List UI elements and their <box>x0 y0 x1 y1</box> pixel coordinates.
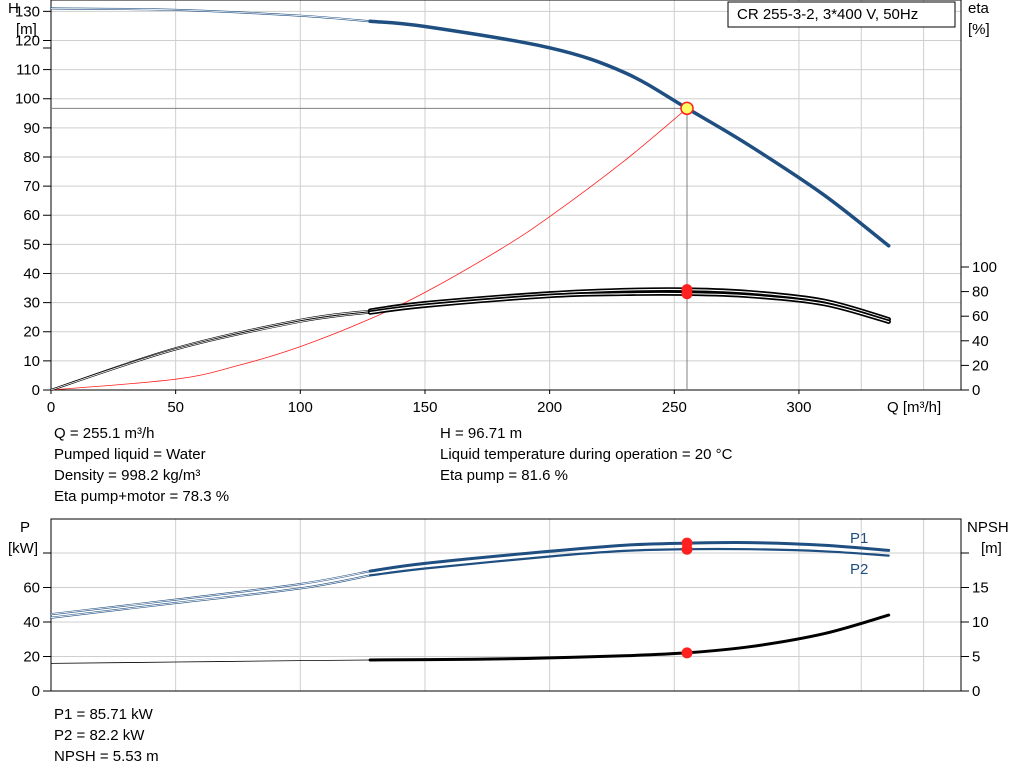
top-grid <box>51 0 961 390</box>
series-label-p1: P1 <box>850 530 868 547</box>
top-y2-tick-label: 40 <box>972 333 989 350</box>
top-y-tick-label: 90 <box>23 120 40 137</box>
top-y-tick-label: 80 <box>23 149 40 166</box>
eta-pump-curve-thin <box>50 309 372 391</box>
system-curve <box>50 107 688 391</box>
bottom-info: P1 = 85.71 kW P2 = 82.2 kW NPSH = 5.53 m <box>54 704 159 767</box>
top-x-tick-label: 150 <box>412 399 437 416</box>
info-pumped-liquid: Pumped liquid = Water <box>54 446 206 463</box>
top-y2-tick-label: 60 <box>972 308 989 325</box>
eta-pump-curve-thin-core <box>50 310 371 391</box>
top-y-tick-label: 30 <box>23 295 40 312</box>
top-x-tick-label: 300 <box>786 399 811 416</box>
eta-pump-motor-curve-thin-core <box>50 312 371 391</box>
top-curves <box>50 7 891 391</box>
top-y-tick-label: 0 <box>32 382 40 399</box>
bottom-y-tick-label: 40 <box>23 614 40 631</box>
head-curve-thin <box>50 7 372 23</box>
bottom-y-tick-label: 20 <box>23 649 40 666</box>
top-y2-tick-label: 80 <box>972 284 989 301</box>
info-p1: P1 = 85.71 kW <box>54 706 153 723</box>
top-y2-tick-label: 20 <box>972 357 989 374</box>
top-x-tick-label: 250 <box>662 399 687 416</box>
top-y-right-label-line1: eta <box>968 0 990 17</box>
top-y-tick-label: 70 <box>23 178 40 195</box>
bottom-y2-tick-label: 5 <box>972 649 980 666</box>
top-x-tick-label: 50 <box>167 399 184 416</box>
op-marker-head <box>680 101 694 116</box>
bottom-y-left-label-line1: P <box>20 519 30 536</box>
top-x-label: Q [m³/h] <box>887 399 941 416</box>
top-plot-frame <box>50 0 962 391</box>
op-marker-eta-pump-motor <box>681 288 693 300</box>
top-x-tick-label: 100 <box>288 399 313 416</box>
chart-title-box <box>727 1 956 28</box>
top-y-tick-label: 60 <box>23 207 40 224</box>
top-y-tick-label: 120 <box>15 32 40 49</box>
bottom-y2-tick-label: 15 <box>972 580 989 597</box>
top-info-right: H = 96.71 m Liquid temperature during op… <box>440 423 732 486</box>
info-flow: Q = 255.1 m³/h <box>54 425 155 442</box>
bottom-plot-frame <box>50 518 962 692</box>
eta-pump-motor-curve-thin <box>50 311 372 391</box>
p1-curve-thin <box>50 570 372 616</box>
info-liquid-temperature: Liquid temperature during operation = 20… <box>440 446 733 463</box>
top-chart: 0 50 100 150 200 250 3000102030405060708090100… <box>8 0 997 416</box>
top-axes: 0 50 100 150 200 250 3000102030405060708090100… <box>15 3 997 416</box>
npsh-curve <box>368 613 891 662</box>
info-p2: P2 = 82.2 kW <box>54 727 145 744</box>
head-curve <box>368 19 891 248</box>
series-label-p2: P2 <box>850 561 868 578</box>
bottom-curves <box>50 540 891 664</box>
op-marker-p2 <box>681 543 693 555</box>
info-head: H = 96.71 m <box>440 425 523 442</box>
top-y-tick-label: 10 <box>23 353 40 370</box>
top-y-tick-label: 40 <box>23 265 40 282</box>
top-y-tick-label: 130 <box>15 3 40 20</box>
top-y-tick-label: 110 <box>16 62 40 79</box>
op-marker-npsh <box>681 647 693 659</box>
info-npsh: NPSH = 5.53 m <box>54 748 159 765</box>
chart-title: CR 255-3-2, 3*400 V, 50Hz <box>737 6 918 23</box>
top-y-left-label-line1: H <box>8 0 19 17</box>
top-x-tick-label: 200 <box>537 399 562 416</box>
head-curve-thin-core <box>50 8 371 22</box>
p1-curve-thin-core <box>50 570 371 615</box>
top-y2-tick-label: 0 <box>972 382 980 399</box>
top-markers <box>680 101 694 300</box>
bottom-y2-tick-label: 0 <box>972 683 980 700</box>
bottom-y-tick-label: 0 <box>32 683 40 700</box>
top-y-tick-label: 50 <box>23 236 40 253</box>
top-y-tick-label: 20 <box>23 324 40 341</box>
top-x-tick-label: 0 <box>47 399 55 416</box>
bottom-markers <box>681 537 693 659</box>
top-info-left: Q = 255.1 m³/h Pumped liquid = Water Den… <box>54 423 229 507</box>
npsh-curve-thin <box>50 659 371 664</box>
eta-pump-motor-curve-core <box>369 292 890 323</box>
bottom-y-right-label-line2: [m] <box>981 540 1002 557</box>
info-eta-pump-motor: Eta pump+motor = 78.3 % <box>54 488 230 505</box>
top-y-left-label-line2: [m] <box>16 21 37 38</box>
top-y-tick-label: 100 <box>15 91 40 108</box>
bottom-y-tick-label: 60 <box>23 580 40 597</box>
bottom-y2-tick-label: 10 <box>972 614 989 631</box>
top-y2-tick-label: 100 <box>972 259 997 276</box>
p2-curve-thin-core <box>50 575 371 619</box>
bottom-y-right-label-line1: NPSH <box>967 519 1009 536</box>
p1-curve <box>368 540 891 573</box>
eta-pump-curve-core <box>369 288 890 320</box>
bottom-y-left-label-line2: [kW] <box>8 540 38 557</box>
top-y-right-label-line2: [%] <box>968 21 990 38</box>
info-eta-pump: Eta pump = 81.6 % <box>440 467 568 484</box>
p2-curve <box>369 547 890 577</box>
bottom-axes: 0 20 40 60 0 5 10 15 <box>23 552 989 700</box>
info-density: Density = 998.2 kg/m³ <box>54 467 201 484</box>
bottom-chart: 0 20 40 60 0 5 10 15 P [kW] NPSH [m] P1 P2 <box>8 518 1009 700</box>
p2-curve-thin <box>50 574 372 619</box>
